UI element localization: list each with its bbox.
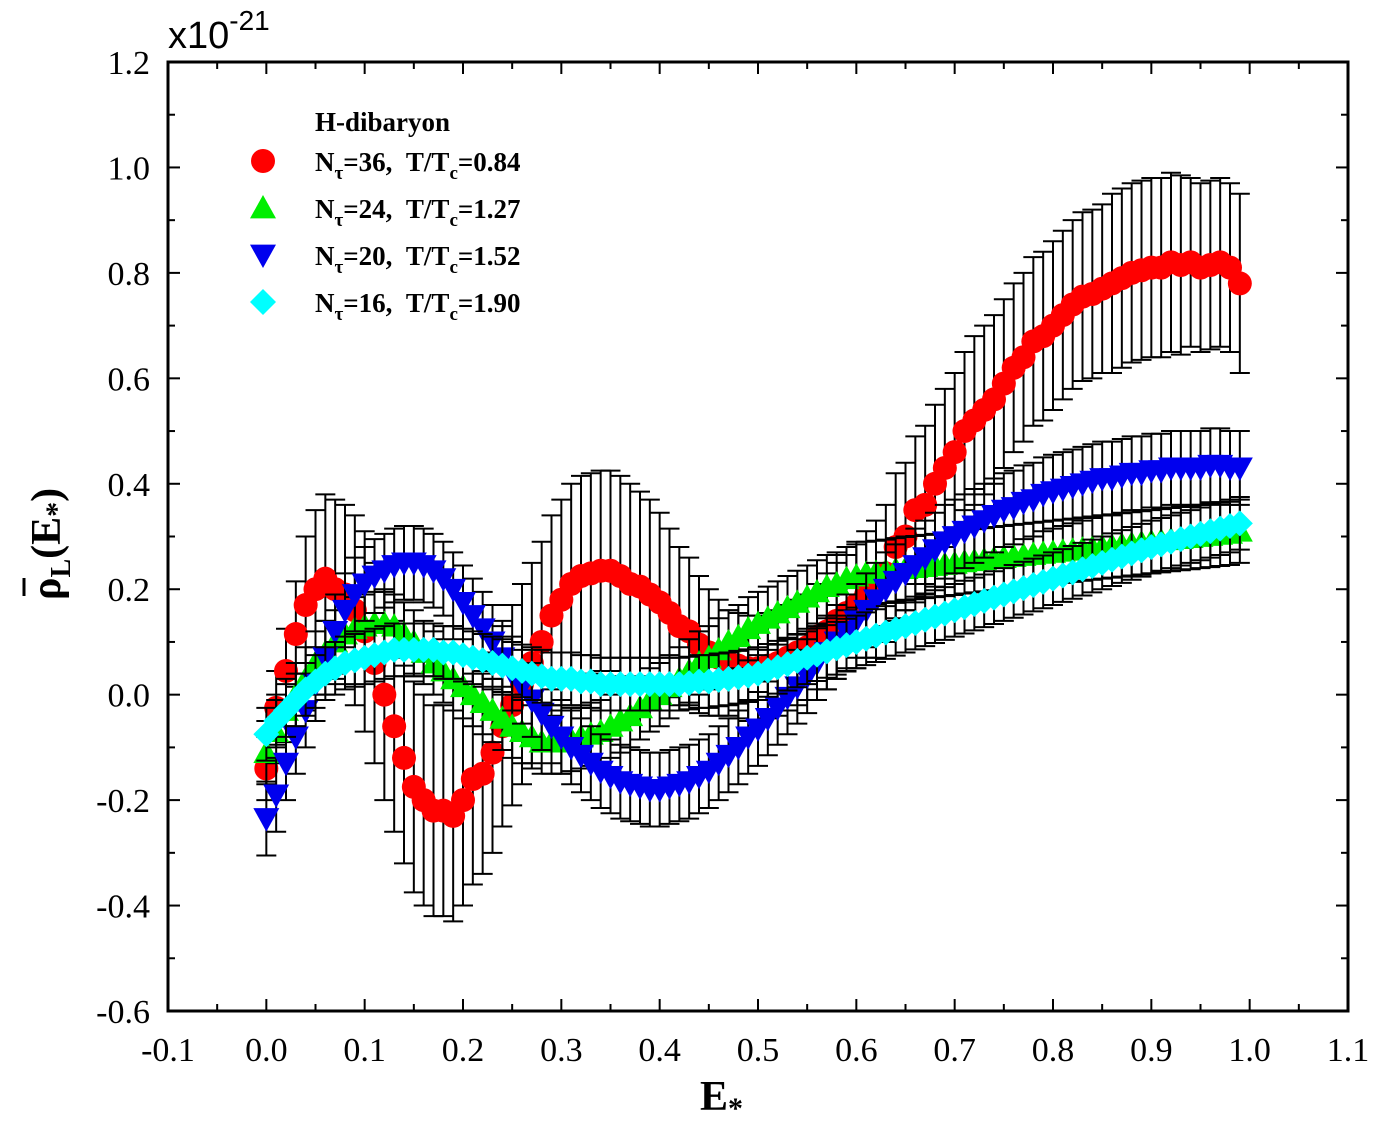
x-tick-label: 0.9 (1130, 1032, 1173, 1069)
data-point (459, 605, 486, 629)
data-point (450, 592, 476, 616)
legend-label: Nτ=24, T/Tc=1.27 (315, 194, 521, 231)
legend-item: Nτ=24, T/Tc=1.27 (250, 194, 521, 231)
data-point (382, 714, 407, 739)
x-tick-label: 0.7 (933, 1032, 976, 1069)
legend-label: Nτ=16, T/Tc=1.90 (315, 288, 521, 325)
y-axis-title: ρL(E*) (22, 488, 77, 600)
x-tick-label: 1.0 (1228, 1032, 1271, 1069)
data-point (282, 726, 309, 750)
data-point (1226, 457, 1253, 481)
x-tick-label: 0.1 (343, 1032, 386, 1069)
data-point (1227, 271, 1252, 296)
data-point (469, 618, 496, 642)
x-tick-label: -0.1 (141, 1032, 195, 1069)
x-tick-label: 0.8 (1032, 1032, 1075, 1069)
y-tick-label: -0.6 (96, 994, 150, 1031)
series-3 (253, 495, 1253, 762)
data-point (942, 440, 967, 465)
legend-marker-circle (251, 149, 275, 173)
legend-item: Nτ=16, T/Tc=1.90 (250, 288, 521, 325)
x-tick-label: 0.6 (835, 1032, 878, 1069)
x-tick-label: 0.5 (737, 1032, 780, 1069)
x-tick-label: 1.1 (1327, 1032, 1370, 1069)
y-tick-label: -0.2 (96, 783, 150, 820)
x-tick-label: 0.4 (638, 1032, 681, 1069)
legend-marker-diamond (250, 289, 276, 315)
legend-marker-triangle-up (250, 195, 276, 219)
data-point (440, 578, 467, 603)
y-tick-label: 0.0 (108, 678, 151, 715)
x-tick-label: 0.3 (540, 1032, 583, 1069)
data-point (480, 740, 505, 765)
legend: H-dibaryon Nτ=36, T/Tc=0.84 Nτ=24, T/Tc=1… (250, 107, 521, 325)
plot-frame (166, 60, 1350, 1013)
data-point (372, 682, 397, 707)
axis-multiplier: x10-21 (168, 5, 270, 57)
data-point (322, 621, 349, 645)
legend-item: Nτ=36, T/Tc=0.84 (251, 147, 521, 184)
y-tick-label: -0.4 (96, 889, 150, 926)
data-point (470, 761, 495, 786)
data-point (274, 658, 298, 683)
data-point (392, 745, 416, 770)
legend-item: Nτ=20, T/Tc=1.52 (250, 241, 521, 278)
svg-text:ρL(E*): ρL(E*) (24, 488, 77, 600)
y-tick-label: 1.2 (108, 45, 151, 82)
data-point (1226, 510, 1253, 537)
data-point (253, 808, 280, 832)
y-tick-label: 0.8 (108, 256, 151, 293)
data-point (518, 689, 545, 713)
legend-title: H-dibaryon (315, 107, 450, 137)
y-tick-label: 0.2 (108, 572, 151, 609)
legend-label: Nτ=20, T/Tc=1.52 (315, 241, 521, 278)
y-tick-label: 0.6 (108, 361, 151, 398)
series-layer (253, 171, 1253, 923)
y-tick-labels: -0.6 -0.4 -0.2 0.0 0.2 0.4 0.6 0.8 1.0 1.2 (96, 45, 150, 1031)
data-point (273, 752, 299, 777)
data-point (283, 622, 308, 647)
x-tick-label: 0.2 (442, 1032, 485, 1069)
data-point (528, 702, 555, 727)
y-tick-label: 0.4 (108, 467, 151, 504)
x-tick-label: 0.0 (245, 1032, 288, 1069)
legend-marker-triangle-down (250, 244, 276, 268)
data-point (263, 784, 290, 808)
legend-label: Nτ=36, T/Tc=0.84 (315, 147, 521, 184)
data-point (332, 599, 358, 624)
x-tick-labels: -0.1 0.0 0.1 0.2 0.3 0.4 0.5 0.6 0.7 0.8 0.9 1.0 1.1 (141, 1032, 1369, 1069)
y-tick-label: 1.0 (108, 150, 151, 187)
markers (253, 510, 1253, 748)
data-point (913, 492, 938, 517)
x-axis-title: E* (700, 1074, 743, 1122)
data-point (451, 788, 475, 813)
